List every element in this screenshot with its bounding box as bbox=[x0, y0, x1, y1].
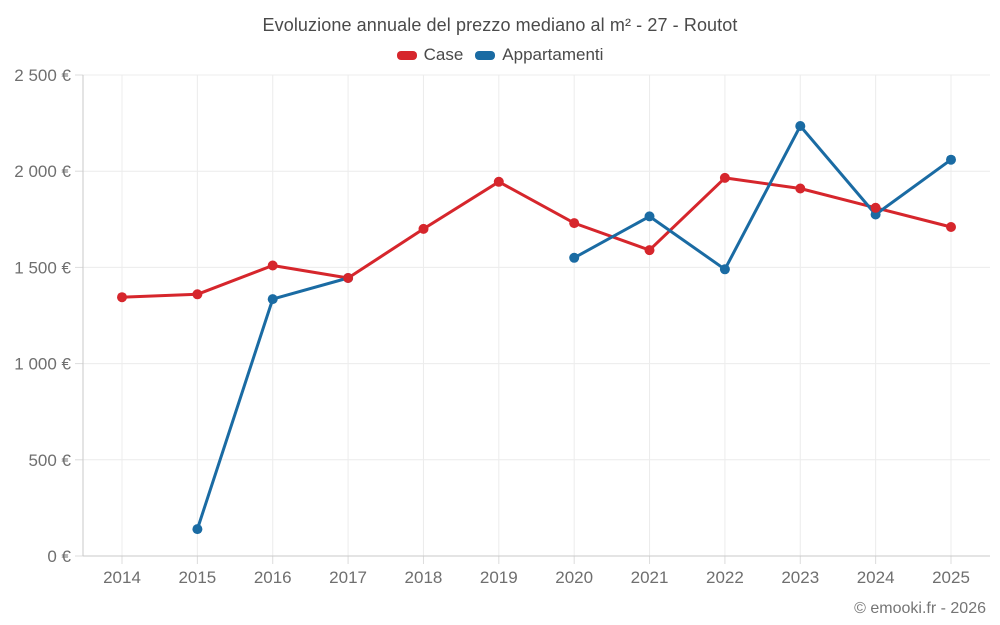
chart-title: Evoluzione annuale del prezzo mediano al… bbox=[262, 15, 738, 35]
credit-label: © emooki.fr - 2026 bbox=[854, 600, 986, 617]
x-tick-label: 2016 bbox=[254, 568, 292, 587]
data-point-case-2024[interactable] bbox=[870, 202, 881, 213]
x-tick-label: 2022 bbox=[706, 568, 744, 587]
y-tick-label: 2 500 € bbox=[14, 66, 71, 85]
x-tick-label: 2020 bbox=[555, 568, 593, 587]
y-tick-label: 2 000 € bbox=[14, 162, 71, 181]
x-tick-label: 2021 bbox=[631, 568, 669, 587]
data-point-case-2018[interactable] bbox=[418, 223, 429, 234]
x-tick-label: 2015 bbox=[178, 568, 216, 587]
x-tick-label: 2025 bbox=[932, 568, 970, 587]
x-tick-label: 2019 bbox=[480, 568, 518, 587]
legend-item-case[interactable]: Case bbox=[396, 45, 464, 65]
data-point-appartamenti-2020[interactable] bbox=[569, 252, 580, 263]
data-point-appartamenti-2025[interactable] bbox=[946, 154, 956, 165]
data-point-case-2017[interactable] bbox=[343, 273, 354, 283]
legend-label: Case bbox=[423, 45, 464, 64]
legend-swatch-appartamenti bbox=[475, 50, 496, 60]
data-point-appartamenti-2022[interactable] bbox=[719, 264, 730, 275]
data-point-case-2014[interactable] bbox=[117, 292, 127, 303]
data-point-appartamenti-2023[interactable] bbox=[795, 121, 806, 131]
x-tick-label: 2018 bbox=[405, 568, 443, 587]
y-tick-label: 1 000 € bbox=[14, 355, 71, 374]
data-point-appartamenti-2021[interactable] bbox=[644, 211, 655, 222]
data-point-appartamenti-2016[interactable] bbox=[267, 294, 278, 305]
data-point-case-2019[interactable] bbox=[493, 176, 504, 187]
x-tick-label: 2014 bbox=[103, 568, 141, 587]
data-point-case-2015[interactable] bbox=[192, 289, 203, 300]
series-line-case bbox=[120, 176, 953, 299]
x-tick-label: 2023 bbox=[781, 568, 819, 587]
chart-legend: Case Appartamenti bbox=[0, 45, 1000, 65]
data-point-case-2021[interactable] bbox=[644, 245, 655, 256]
y-tick-label: 0 € bbox=[47, 547, 71, 566]
legend-label: Appartamenti bbox=[502, 45, 604, 64]
y-tick-label: 500 € bbox=[28, 451, 71, 470]
x-tick-label: 2017 bbox=[329, 568, 367, 587]
data-point-case-2016[interactable] bbox=[267, 260, 278, 271]
data-point-case-2023[interactable] bbox=[795, 183, 806, 194]
data-point-appartamenti-2015[interactable] bbox=[192, 524, 203, 535]
data-point-case-2020[interactable] bbox=[569, 218, 580, 229]
y-tick-label: 1 500 € bbox=[14, 258, 71, 277]
data-point-case-2022[interactable] bbox=[719, 172, 730, 183]
legend-swatch-case bbox=[396, 50, 417, 60]
x-tick-label: 2024 bbox=[857, 568, 895, 587]
legend-item-appartamenti[interactable]: Appartamenti bbox=[475, 45, 603, 65]
data-point-case-2025[interactable] bbox=[946, 222, 956, 232]
